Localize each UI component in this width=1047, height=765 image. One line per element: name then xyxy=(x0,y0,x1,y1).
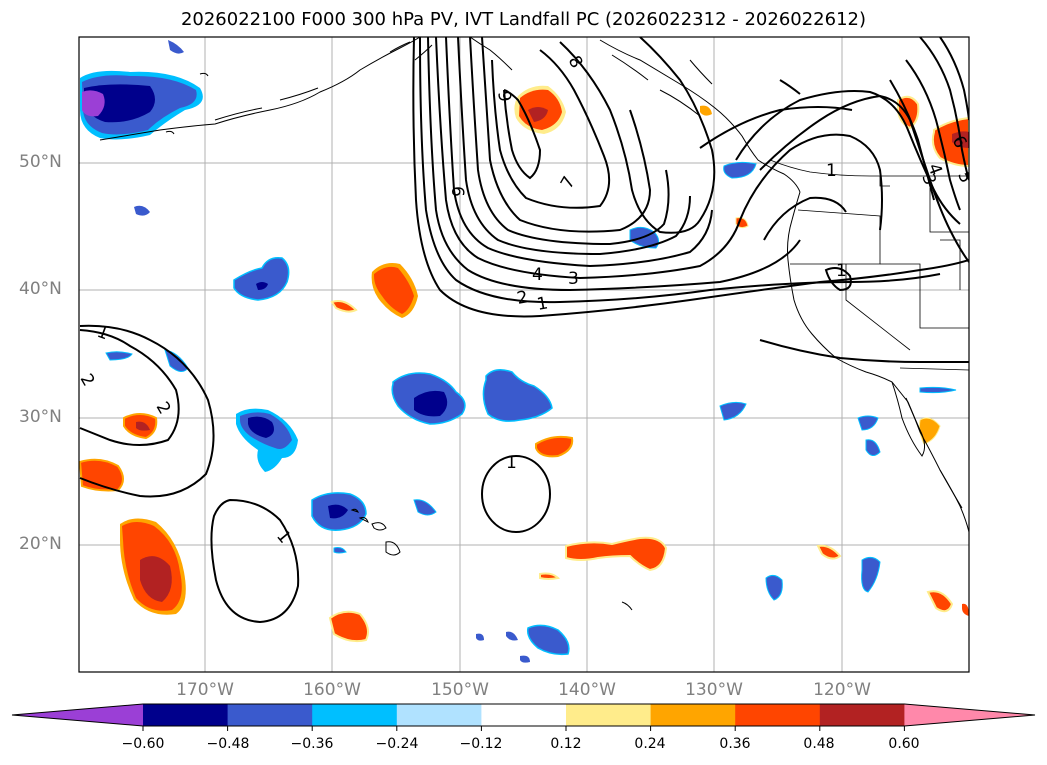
pv-positive-areas xyxy=(79,85,969,643)
pv-anomaly xyxy=(82,90,105,117)
colorbar-extend-min xyxy=(12,704,143,726)
contour-label: 4 xyxy=(532,265,543,285)
colorbar-tick-label: 0.36 xyxy=(719,736,751,752)
pv-anomaly xyxy=(168,40,184,54)
lon-label-130w: 130°W xyxy=(685,680,743,700)
colorbar-tick-label: 0.48 xyxy=(803,736,835,752)
colorbar-bin xyxy=(143,704,229,726)
pv-anomaly xyxy=(330,300,358,313)
colorbar xyxy=(11,703,1036,731)
pv-anomaly xyxy=(328,610,369,643)
lat-label-50n: 50°N xyxy=(19,152,62,172)
pv-anomaly xyxy=(134,205,150,216)
pv-anomaly xyxy=(919,386,957,394)
contour-label: 1 xyxy=(836,261,847,281)
pv-anomaly xyxy=(105,351,133,361)
pv-anomaly xyxy=(482,369,553,422)
pv-anomaly xyxy=(528,107,548,122)
borders xyxy=(769,159,969,371)
colorbar-bin xyxy=(227,704,313,726)
colorbar-tick-label: 0.12 xyxy=(550,736,582,752)
pv-anomaly xyxy=(328,504,348,519)
colorbar-bin xyxy=(735,704,821,726)
lon-label-150w: 150°W xyxy=(431,680,489,700)
contour-label: 2 xyxy=(515,287,529,309)
colorbar-bin xyxy=(396,704,482,726)
contour-label: 1 xyxy=(506,453,517,473)
lon-label-120w: 120°W xyxy=(813,680,871,700)
pv-anomaly xyxy=(414,390,448,417)
pv-anomaly xyxy=(248,416,274,438)
colorbar-bin xyxy=(312,704,398,726)
ivt-contours xyxy=(79,37,969,624)
pv-anomaly xyxy=(861,556,881,593)
pv-anomaly xyxy=(413,499,437,516)
pv-anomaly xyxy=(506,631,518,641)
colorbar-tick-label: −0.24 xyxy=(375,736,419,752)
pv-negative-areas xyxy=(80,40,957,663)
pv-anomaly xyxy=(565,536,668,572)
pv-anomaly xyxy=(476,633,484,641)
coastlines xyxy=(99,37,969,611)
pv-anomaly xyxy=(723,161,757,179)
colorbar-tick-label: −0.48 xyxy=(206,736,250,752)
lat-label-30n: 30°N xyxy=(19,407,62,427)
plot-frame xyxy=(78,36,970,673)
pv-anomaly xyxy=(520,655,530,663)
contour-label: 9 xyxy=(493,89,515,103)
contour-label: 1 xyxy=(535,293,549,315)
pv-anomaly xyxy=(865,439,881,456)
lon-label-140w: 140°W xyxy=(558,680,616,700)
pv-anomaly xyxy=(719,401,747,421)
colorbar-tick-label: −0.36 xyxy=(290,736,334,752)
pv-anomaly xyxy=(256,282,268,290)
contour-label: 3 xyxy=(568,269,579,289)
colorbar-tick-label: −0.60 xyxy=(121,736,165,752)
lat-label-20n: 20°N xyxy=(19,534,62,554)
plot-area: 8 9 6 7 3 4 2 1 1 2 1 2 1 1 1 4 3 5 6 xyxy=(79,37,969,672)
pv-anomaly xyxy=(333,547,347,554)
pv-anomaly xyxy=(535,435,574,458)
pv-anomaly xyxy=(926,590,954,613)
contour-label: 1 xyxy=(826,161,837,181)
pv-anomaly xyxy=(136,421,150,431)
pv-anomaly xyxy=(526,624,570,656)
colorbar-bin xyxy=(819,704,905,726)
pv-anomaly xyxy=(931,116,969,168)
colorbar-bin xyxy=(650,704,736,726)
colorbar-extend-max xyxy=(904,704,1035,726)
pv-anomaly xyxy=(539,572,561,580)
pv-anomaly xyxy=(233,256,290,301)
lat-label-40n: 40°N xyxy=(19,279,62,299)
pv-anomaly xyxy=(140,556,172,602)
pv-anomaly xyxy=(857,415,879,431)
lon-label-160w: 160°W xyxy=(303,680,361,700)
colorbar-bin xyxy=(566,704,652,726)
pv-anomaly xyxy=(962,603,969,616)
lon-label-170w: 170°W xyxy=(176,680,234,700)
colorbar-tick-label: 0.60 xyxy=(888,736,920,752)
map-title: 2026022100 F000 300 hPa PV, IVT Landfall… xyxy=(180,9,867,30)
colorbar-bin xyxy=(481,704,567,726)
colorbar-tick-label: −0.12 xyxy=(459,736,503,752)
pv-anomaly xyxy=(700,105,712,116)
contour-label: 6 xyxy=(447,186,467,197)
pv-anomaly xyxy=(765,574,783,601)
pv-anomaly xyxy=(816,544,842,560)
colorbar-tick-label: 0.24 xyxy=(634,736,666,752)
pv-anomaly xyxy=(374,266,414,314)
